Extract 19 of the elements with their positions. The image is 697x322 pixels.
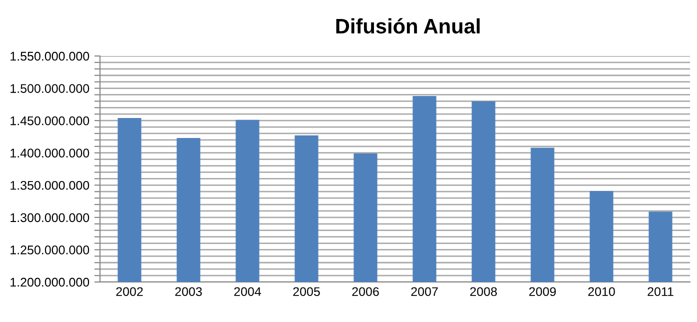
y-tick-label: 1.350.000.000 (10, 180, 90, 190)
y-tick-label: 1.400.000.000 (10, 148, 90, 158)
y-tick-label: 1.450.000.000 (10, 116, 90, 126)
x-tick-label: 2009 (529, 287, 556, 296)
x-tick-label: 2008 (470, 287, 497, 296)
x-tick-label: 2010 (588, 287, 615, 296)
x-tick-label: 2007 (411, 287, 438, 296)
x-tick-label: 2003 (175, 287, 202, 296)
y-tick-label: 1.500.000.000 (10, 84, 90, 93)
y-tick-label: 1.300.000.000 (10, 213, 90, 222)
x-tick-label: 2011 (648, 287, 674, 296)
x-tick-label: 2006 (352, 287, 379, 296)
y-tick-label: 1.250.000.000 (10, 246, 90, 254)
x-tick-label: 2005 (293, 287, 320, 296)
chart-title: Difusión Anual (336, 18, 480, 34)
x-tick-label: 2004 (234, 287, 262, 296)
y-tick-label: 1.200.000.000 (10, 278, 90, 287)
y-tick-label: 1.550.000.000 (10, 52, 90, 61)
x-tick-label: 2002 (116, 287, 143, 296)
